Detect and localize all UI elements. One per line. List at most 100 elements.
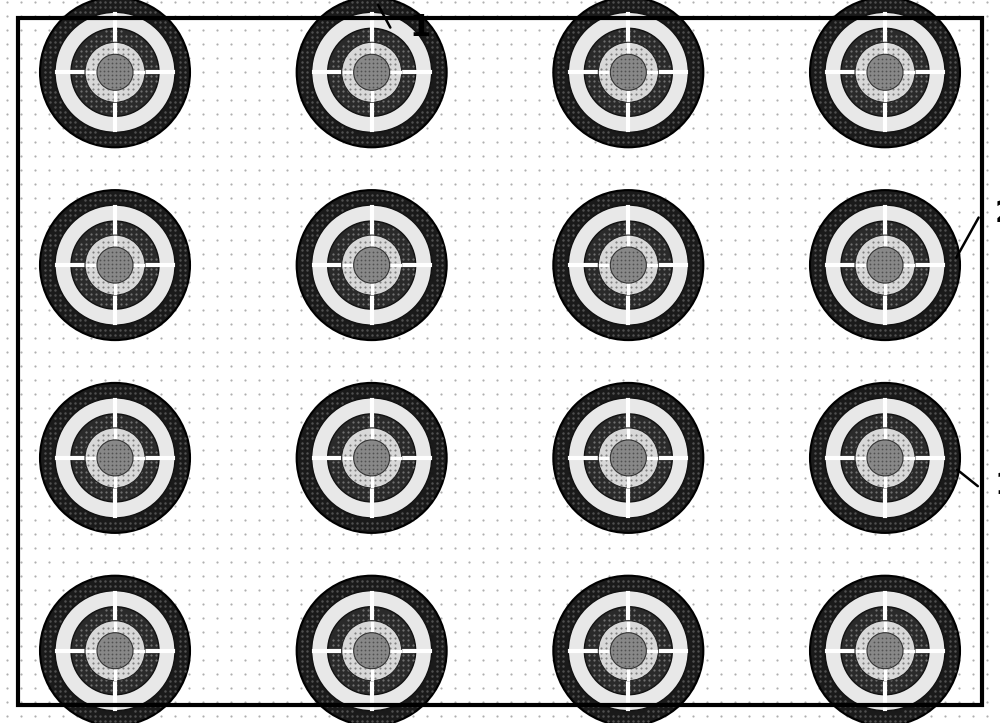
Point — [363, 38, 379, 50]
Point — [755, 486, 771, 497]
Point — [811, 402, 827, 414]
Point — [447, 67, 463, 78]
Point — [937, 10, 953, 22]
Point — [125, 234, 141, 246]
Point — [265, 304, 281, 316]
Point — [293, 67, 309, 78]
Point — [97, 192, 113, 204]
Point — [139, 136, 155, 147]
Point — [503, 570, 519, 582]
Point — [335, 360, 351, 372]
Point — [545, 164, 561, 176]
Point — [923, 416, 939, 428]
Point — [503, 164, 519, 176]
Point — [419, 80, 435, 92]
Point — [139, 584, 155, 596]
Point — [895, 556, 911, 568]
Point — [97, 318, 113, 330]
Point — [251, 710, 267, 722]
Point — [265, 584, 281, 596]
Point — [587, 164, 603, 176]
Point — [349, 360, 365, 372]
Point — [489, 10, 505, 22]
Point — [335, 570, 351, 582]
Point — [475, 654, 491, 666]
Point — [657, 136, 673, 147]
Point — [797, 598, 813, 609]
Point — [69, 192, 85, 204]
Point — [237, 24, 253, 35]
Point — [125, 444, 141, 455]
Point — [153, 683, 169, 694]
Point — [937, 122, 953, 134]
Point — [643, 206, 659, 218]
Point — [223, 94, 239, 106]
Point — [433, 276, 449, 288]
Point — [545, 136, 561, 147]
Point — [153, 696, 169, 708]
Point — [447, 710, 463, 722]
Point — [279, 654, 295, 666]
Point — [167, 640, 183, 651]
Point — [755, 136, 771, 147]
Point — [783, 472, 799, 484]
Point — [69, 416, 85, 428]
Point — [727, 0, 743, 8]
Point — [83, 612, 99, 624]
Point — [55, 192, 71, 204]
Point — [797, 276, 813, 288]
Point — [503, 290, 519, 301]
Point — [615, 472, 631, 484]
Circle shape — [855, 621, 915, 680]
Point — [713, 24, 729, 35]
Point — [363, 640, 379, 651]
Point — [867, 696, 883, 708]
Point — [321, 52, 337, 64]
Point — [377, 150, 393, 162]
Point — [517, 402, 533, 414]
Point — [13, 683, 29, 694]
Point — [83, 584, 99, 596]
Point — [811, 290, 827, 301]
Point — [461, 375, 477, 386]
Point — [629, 164, 645, 176]
Point — [83, 375, 99, 386]
Point — [223, 683, 239, 694]
Point — [559, 304, 575, 316]
Point — [979, 94, 995, 106]
Point — [55, 290, 71, 301]
Point — [251, 234, 267, 246]
Point — [811, 710, 827, 722]
Point — [517, 192, 533, 204]
Point — [139, 192, 155, 204]
Point — [937, 430, 953, 442]
Point — [825, 430, 841, 442]
Point — [937, 52, 953, 64]
Point — [587, 529, 603, 540]
Point — [615, 360, 631, 372]
Point — [83, 529, 99, 540]
Point — [643, 584, 659, 596]
Point — [685, 444, 701, 455]
Point — [125, 514, 141, 526]
Point — [111, 458, 127, 470]
Point — [461, 710, 477, 722]
Point — [671, 332, 687, 343]
Point — [769, 514, 785, 526]
Point — [937, 290, 953, 301]
Point — [601, 94, 617, 106]
Point — [755, 402, 771, 414]
Point — [699, 0, 715, 8]
Point — [0, 375, 15, 386]
Point — [13, 612, 29, 624]
Circle shape — [841, 221, 929, 309]
Point — [125, 304, 141, 316]
Point — [27, 80, 43, 92]
Point — [573, 710, 589, 722]
Point — [475, 318, 491, 330]
Point — [27, 556, 43, 568]
Point — [755, 52, 771, 64]
Point — [167, 276, 183, 288]
Point — [377, 500, 393, 512]
Point — [741, 360, 757, 372]
